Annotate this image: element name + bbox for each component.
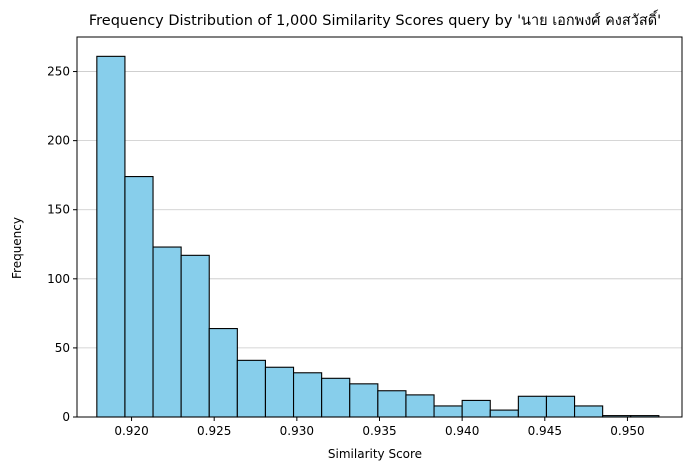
y-axis-ticks: 0 50 100 150 200 250	[47, 65, 77, 424]
chart-title: Frequency Distribution of 1,000 Similari…	[89, 9, 661, 29]
y-tick-label: 0	[62, 410, 70, 424]
histogram-bar	[574, 405, 604, 418]
x-tick-label: 0.940	[445, 424, 479, 438]
histogram-bar	[461, 399, 491, 418]
y-tick-label: 50	[55, 341, 70, 355]
histogram-bar	[349, 383, 379, 418]
histogram-bar	[264, 366, 295, 418]
histogram-bar	[208, 328, 238, 418]
histogram-bar	[321, 377, 351, 418]
histogram-bar	[489, 409, 519, 418]
bars	[96, 55, 660, 418]
x-tick-label: 0.930	[280, 424, 314, 438]
x-tick-label: 0.950	[610, 424, 644, 438]
histogram-bar	[545, 395, 576, 418]
histogram-bar	[124, 176, 154, 418]
histogram-bar	[517, 395, 548, 418]
x-axis-label: Similarity Score	[328, 447, 422, 461]
x-tick-label: 0.920	[114, 424, 148, 438]
histogram-bar	[152, 246, 182, 418]
y-axis-label: Frequency	[10, 217, 24, 279]
y-tick-label: 150	[47, 203, 70, 217]
y-tick-label: 200	[47, 134, 70, 148]
x-axis-ticks: 0.920 0.925 0.930 0.935 0.940 0.945 0.950	[114, 417, 645, 438]
x-tick-label: 0.945	[528, 424, 562, 438]
y-tick-label: 250	[47, 65, 70, 79]
x-tick-label: 0.935	[362, 424, 396, 438]
y-tick-label: 100	[47, 272, 70, 286]
histogram-bar	[377, 390, 407, 418]
histogram-bar	[292, 372, 323, 418]
histogram-bar	[236, 359, 266, 418]
histogram-bar	[180, 254, 210, 418]
x-tick-label: 0.925	[197, 424, 231, 438]
histogram-bar	[433, 405, 463, 418]
histogram-bar	[96, 55, 126, 418]
histogram-bar	[405, 394, 435, 418]
